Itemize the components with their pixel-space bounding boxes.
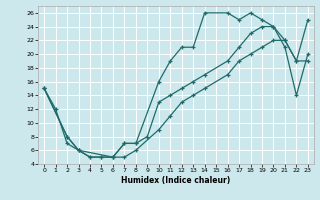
X-axis label: Humidex (Indice chaleur): Humidex (Indice chaleur) [121, 176, 231, 185]
